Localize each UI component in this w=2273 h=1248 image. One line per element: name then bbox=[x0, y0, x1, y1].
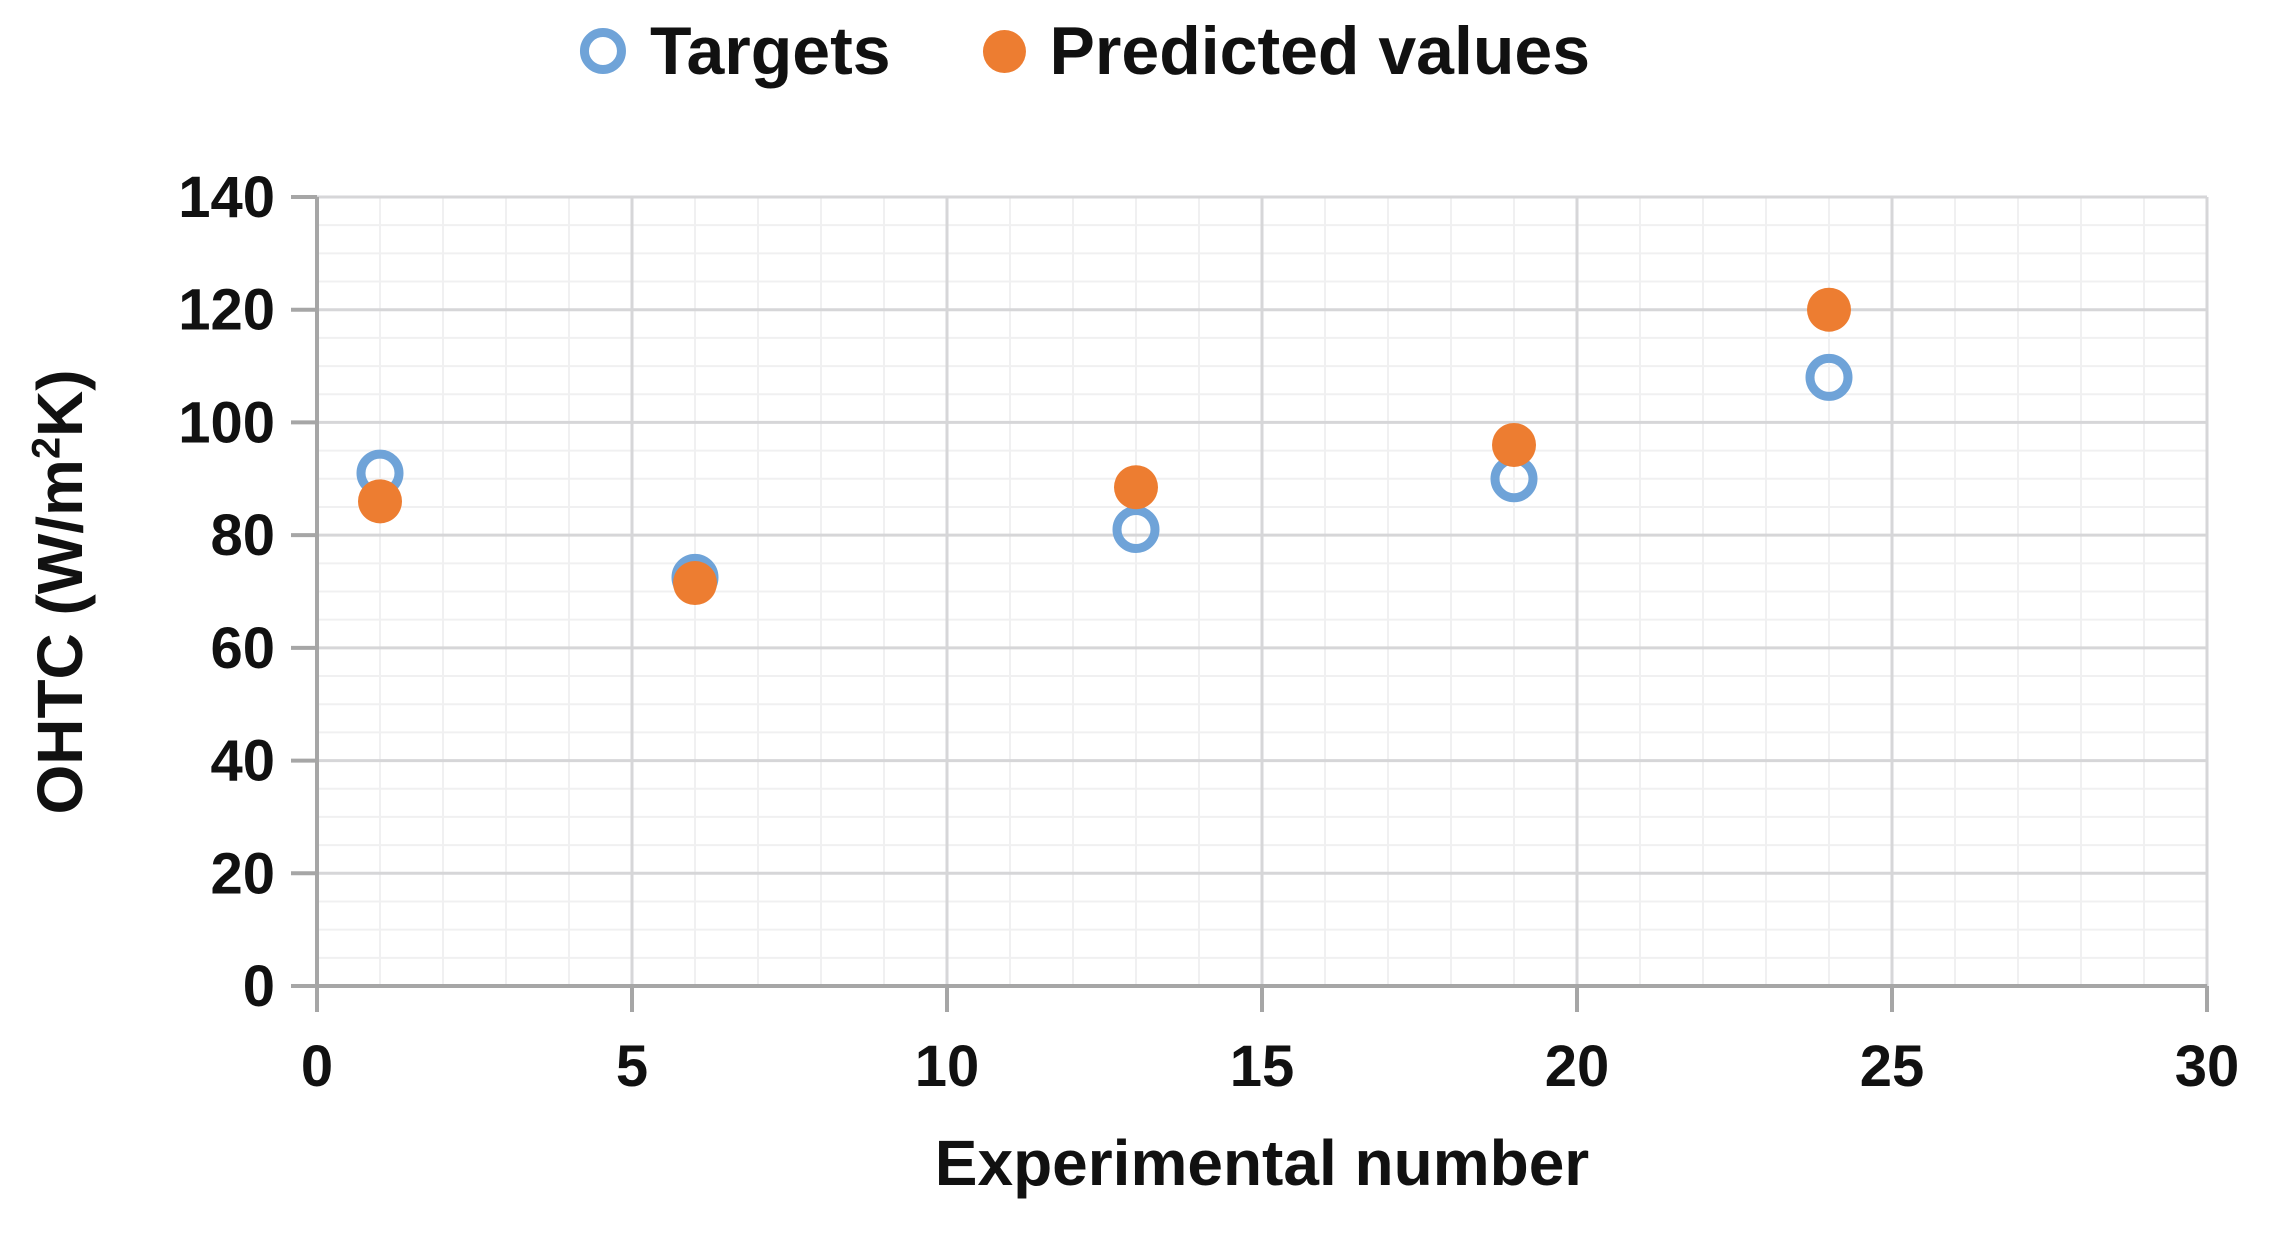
x-tick-label-25: 25 bbox=[1860, 1034, 1925, 1099]
x-tick-label-15: 15 bbox=[1230, 1034, 1295, 1099]
predicted-point-13 bbox=[1114, 465, 1158, 510]
predicted-point-19 bbox=[1492, 422, 1536, 467]
legend-label-predicted: Predicted values bbox=[1049, 13, 1591, 89]
x-tick-label-0: 0 bbox=[301, 1034, 333, 1099]
x-axis-title: Experimental number bbox=[934, 1127, 1590, 1199]
legend: Targets Predicted values bbox=[579, 12, 1591, 90]
y-axis-title: OHTC (W/m2K) bbox=[23, 369, 97, 814]
predicted-marker-icon bbox=[982, 29, 1026, 73]
target-point-13 bbox=[1112, 506, 1160, 554]
y-title-suffix: K) bbox=[24, 369, 96, 437]
y-tick-label-20: 20 bbox=[210, 841, 275, 906]
y-tick-label-120: 120 bbox=[178, 278, 275, 343]
legend-label-targets: Targets bbox=[649, 13, 891, 89]
targets-marker-icon bbox=[579, 28, 626, 74]
y-title-superscript: 2 bbox=[24, 436, 69, 460]
legend-item-targets: Targets bbox=[579, 12, 891, 90]
x-tick-label-30: 30 bbox=[2175, 1034, 2240, 1099]
target-point-24 bbox=[1805, 353, 1853, 401]
y-title-prefix: OHTC (W/m bbox=[24, 459, 96, 815]
predicted-point-24 bbox=[1807, 287, 1851, 332]
legend-item-predicted: Predicted values bbox=[982, 12, 1591, 90]
predicted-point-6 bbox=[673, 561, 717, 606]
x-tick-label-20: 20 bbox=[1545, 1034, 1610, 1099]
y-tick-label-60: 60 bbox=[210, 616, 275, 681]
y-tick-label-140: 140 bbox=[178, 165, 275, 230]
x-tick-label-10: 10 bbox=[915, 1034, 980, 1099]
y-tick-label-80: 80 bbox=[210, 503, 275, 568]
predicted-point-1 bbox=[358, 479, 402, 524]
y-tick-label-0: 0 bbox=[243, 954, 275, 1019]
x-tick-label-5: 5 bbox=[616, 1034, 648, 1099]
y-tick-label-40: 40 bbox=[210, 729, 275, 794]
y-tick-label-100: 100 bbox=[178, 390, 275, 455]
